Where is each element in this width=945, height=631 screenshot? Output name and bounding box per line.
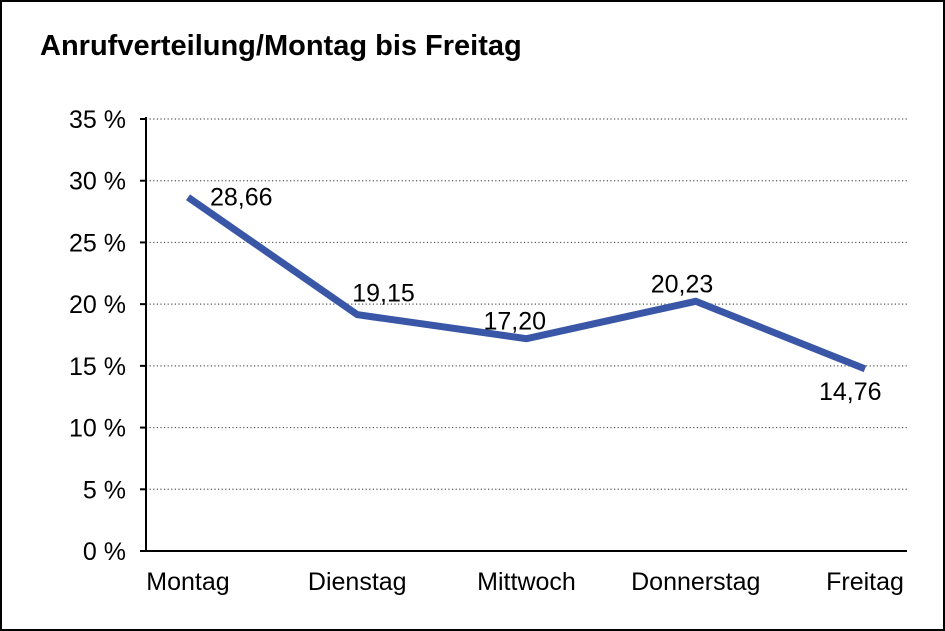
- value-label: 17,20: [484, 308, 547, 336]
- chart-title: Anrufverteilung/Montag bis Freitag: [40, 30, 522, 62]
- data-line: [186, 194, 867, 373]
- value-label: 14,76: [819, 378, 882, 406]
- x-category-label: Freitag: [826, 568, 904, 596]
- x-category-label: Montag: [146, 568, 229, 596]
- x-category-label: Mittwoch: [477, 568, 576, 596]
- x-category-label: Dienstag: [308, 568, 407, 596]
- y-tick-label: 25 %: [69, 229, 126, 257]
- x-category-label: Donnerstag: [631, 568, 760, 596]
- y-tick-label: 0 %: [83, 538, 126, 566]
- y-tick-label: 10 %: [69, 415, 126, 443]
- y-tick-label: 5 %: [83, 476, 126, 504]
- value-label: 28,66: [210, 183, 273, 211]
- y-tick-label: 20 %: [69, 291, 126, 319]
- value-label: 19,15: [352, 280, 415, 308]
- y-tick-label: 15 %: [69, 353, 126, 381]
- y-tick-label: 35 %: [69, 106, 126, 134]
- y-tick-label: 30 %: [69, 168, 126, 196]
- value-label: 20,23: [651, 270, 714, 298]
